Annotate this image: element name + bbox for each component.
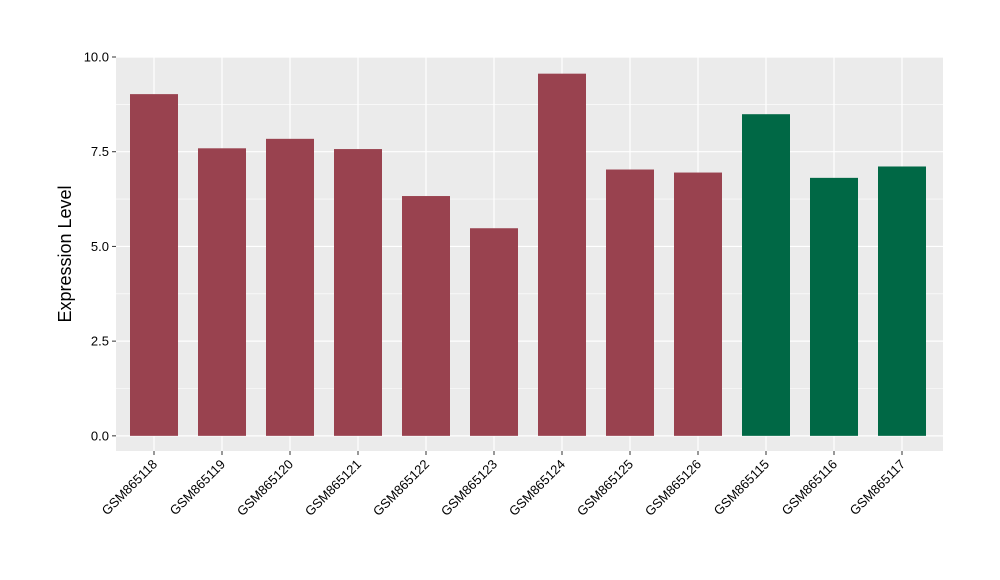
y-tick-label: 7.5	[91, 144, 109, 159]
y-axis: 0.0 2.5 5.0 7.5 10.0	[84, 50, 116, 443]
x-tick-label: GSM865119	[167, 457, 229, 519]
bar-GSM865115	[742, 114, 790, 436]
bar-GSM865124	[538, 73, 586, 436]
x-tick-label: GSM865125	[574, 457, 636, 519]
bar-GSM865126	[674, 172, 722, 436]
y-tick-label: 5.0	[91, 239, 109, 254]
bar-GSM865121	[334, 149, 382, 436]
x-tick-label: GSM865120	[234, 457, 296, 519]
plot-panel	[116, 57, 943, 451]
x-tick-label: GSM865122	[370, 457, 432, 519]
x-tick-label: GSM865126	[642, 457, 704, 519]
x-tick-label: GSM865118	[99, 457, 161, 519]
bar-GSM865119	[198, 148, 246, 436]
bar-GSM865116	[810, 177, 858, 436]
bar-GSM865123	[470, 228, 518, 436]
x-tick-label: GSM865117	[847, 457, 909, 519]
bar-GSM865118	[130, 94, 178, 436]
bar-GSM865120	[266, 138, 314, 436]
y-tick-label: 10.0	[84, 50, 109, 65]
y-tick-label: 2.5	[91, 334, 109, 349]
bar-GSM865117	[878, 166, 926, 436]
y-axis-title: Expression Level	[55, 185, 75, 322]
x-axis: GSM865118 GSM865119 GSM865120 GSM865121 GSM8…	[99, 451, 909, 519]
bar-GSM865125	[606, 169, 654, 436]
x-tick-label: GSM865115	[711, 457, 773, 519]
x-tick-label: GSM865116	[779, 457, 841, 519]
bars	[130, 73, 926, 436]
y-tick-label: 0.0	[91, 428, 109, 443]
x-tick-label: GSM865124	[506, 457, 568, 519]
x-tick-label: GSM865121	[302, 457, 364, 519]
x-tick-label: GSM865123	[438, 457, 500, 519]
bar-GSM865122	[402, 196, 450, 436]
